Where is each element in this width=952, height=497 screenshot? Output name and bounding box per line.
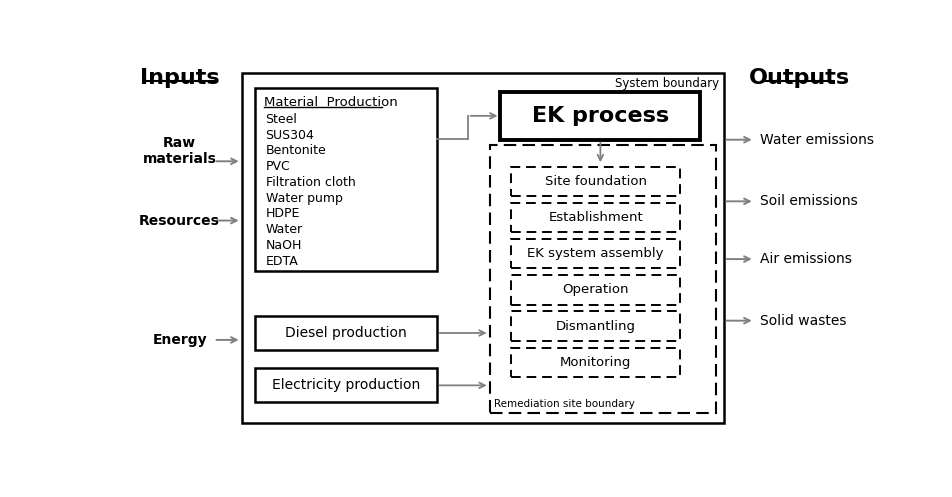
Text: Bentonite: Bentonite [266,144,326,158]
Text: Remediation site boundary: Remediation site boundary [494,399,634,409]
Text: EK system assembly: EK system assembly [527,247,664,260]
Text: Steel: Steel [266,113,297,126]
Text: NaOH: NaOH [266,239,302,252]
Text: Resources: Resources [139,214,220,228]
Bar [510,239,680,268]
Text: PVC: PVC [266,160,290,173]
Text: Filtration cloth: Filtration cloth [266,176,355,189]
Text: Raw
materials: Raw materials [143,136,216,166]
Text: Water: Water [266,223,303,236]
Bar [241,73,723,423]
Text: SUS304: SUS304 [266,129,314,142]
Bar [254,368,436,402]
Text: Site foundation: Site foundation [545,175,646,188]
Bar [510,347,680,377]
Text: System boundary: System boundary [614,77,718,89]
Text: Material  Production: Material Production [264,96,397,109]
Text: Water pump: Water pump [266,192,342,205]
Text: Electricity production: Electricity production [271,378,420,392]
Text: EDTA: EDTA [266,255,298,268]
Bar [510,312,680,340]
Text: Diesel production: Diesel production [285,326,407,340]
Text: Water emissions: Water emissions [760,133,873,147]
Bar [510,203,680,232]
Bar [254,88,436,271]
Text: HDPE: HDPE [266,207,300,221]
Text: Soil emissions: Soil emissions [760,194,857,208]
Bar [510,275,680,305]
Text: Establishment: Establishment [547,211,643,224]
Text: Energy: Energy [152,333,207,347]
Text: Inputs: Inputs [140,68,219,88]
Text: Outputs: Outputs [748,68,849,88]
Bar [510,166,680,196]
Bar [500,92,700,140]
Bar [489,145,715,413]
Bar [254,316,436,350]
Text: EK process: EK process [531,106,668,126]
Text: Air emissions: Air emissions [760,252,851,266]
Text: Operation: Operation [562,283,628,296]
Text: Solid wastes: Solid wastes [760,314,845,328]
Text: Dismantling: Dismantling [555,320,635,332]
Text: Monitoring: Monitoring [560,356,631,369]
